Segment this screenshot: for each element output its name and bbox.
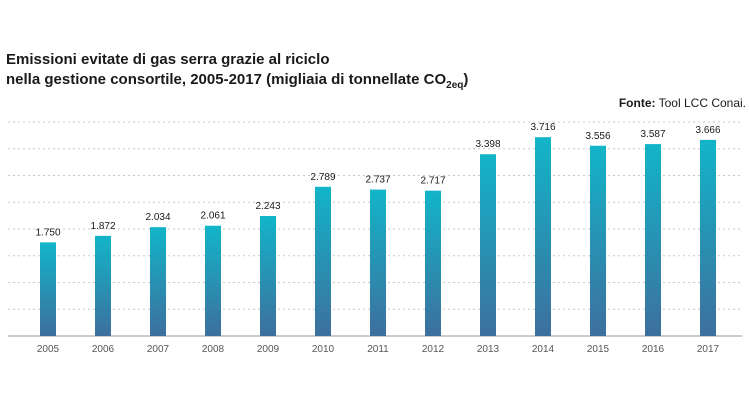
data-label-2008: 2.061: [200, 211, 225, 222]
bar-2012: [425, 190, 441, 336]
bar-2013: [480, 154, 496, 336]
x-tick-2011: 2011: [367, 344, 389, 355]
title-subscript: 2eq: [446, 80, 464, 91]
title-line-1: Emissioni evitate di gas serra grazie al…: [6, 51, 330, 68]
data-label-2017: 3.666: [695, 125, 720, 136]
data-label-2015: 3.556: [585, 131, 610, 142]
data-label-2005: 1.750: [35, 227, 60, 238]
data-label-2009: 2.243: [255, 201, 280, 212]
data-label-2014: 3.716: [530, 122, 555, 133]
data-label-2006: 1.872: [90, 221, 115, 232]
bar-2017: [700, 139, 716, 336]
bar-2008: [205, 225, 221, 336]
bar-2007: [150, 227, 166, 336]
x-tick-2014: 2014: [532, 344, 555, 355]
data-label-2012: 2.717: [420, 176, 445, 187]
bar-2011: [370, 189, 386, 336]
bar-2016: [645, 144, 661, 336]
title-line-2: nella gestione consortile, 2005-2017 (mi…: [6, 71, 447, 88]
data-label-2016: 3.587: [640, 129, 665, 140]
x-tick-2008: 2008: [202, 344, 225, 355]
data-label-2011: 2.737: [365, 175, 390, 186]
bar-2006: [95, 235, 111, 336]
x-tick-2010: 2010: [312, 344, 335, 355]
x-tick-2013: 2013: [477, 344, 500, 355]
bar-2015: [590, 145, 606, 336]
bars: [40, 137, 716, 336]
x-tick-2017: 2017: [697, 344, 720, 355]
bar-2010: [315, 186, 331, 336]
x-tick-2012: 2012: [422, 344, 445, 355]
x-tick-2016: 2016: [642, 344, 665, 355]
data-label-2007: 2.034: [145, 212, 170, 223]
data-label-2010: 2.789: [310, 172, 335, 183]
chart-title: Emissioni evitate di gas serra grazie al…: [6, 50, 468, 96]
source-note: Fonte: Tool LCC Conai.: [619, 96, 746, 110]
x-tick-2006: 2006: [92, 344, 115, 355]
source-label: Fonte:: [618, 96, 656, 110]
data-label-2013: 3.398: [475, 139, 500, 150]
x-tick-labels: 2005 2006 2007 2008 2009 2010 2011 2012 2013 2014…: [37, 344, 720, 355]
x-tick-2009: 2009: [257, 344, 280, 355]
bar-2009: [260, 215, 276, 336]
x-tick-2005: 2005: [37, 344, 60, 355]
bar-2014: [535, 137, 551, 336]
source-text: Tool LCC Conai.: [658, 96, 746, 110]
bar-2005: [40, 242, 56, 336]
title-line-2-end: ): [463, 71, 469, 88]
x-tick-2007: 2007: [147, 344, 170, 355]
x-tick-2015: 2015: [587, 344, 610, 355]
data-labels: 1.750 1.872 2.034 2.061 2.243 2.789 2.737 2.717…: [35, 122, 720, 238]
